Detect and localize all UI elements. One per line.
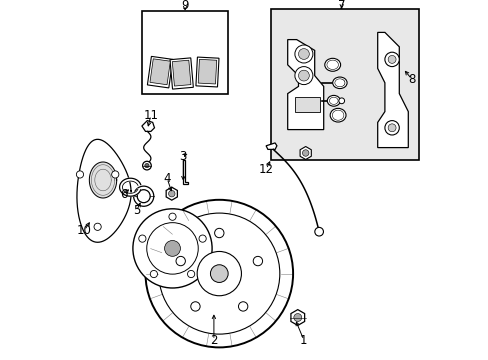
Ellipse shape bbox=[326, 60, 338, 69]
Circle shape bbox=[197, 251, 241, 296]
Circle shape bbox=[94, 223, 101, 230]
Text: 8: 8 bbox=[407, 73, 415, 86]
Polygon shape bbox=[182, 160, 187, 184]
Circle shape bbox=[146, 222, 198, 274]
Circle shape bbox=[199, 235, 206, 242]
Circle shape bbox=[338, 98, 344, 104]
Circle shape bbox=[338, 80, 344, 86]
Polygon shape bbox=[147, 57, 172, 88]
Polygon shape bbox=[377, 32, 407, 148]
Text: 6: 6 bbox=[120, 188, 127, 201]
Circle shape bbox=[190, 302, 200, 311]
Circle shape bbox=[111, 171, 119, 178]
Circle shape bbox=[133, 186, 153, 206]
Polygon shape bbox=[300, 147, 311, 159]
Circle shape bbox=[133, 209, 212, 288]
Text: 4: 4 bbox=[163, 172, 170, 185]
Polygon shape bbox=[172, 60, 190, 86]
Circle shape bbox=[145, 200, 292, 347]
Polygon shape bbox=[170, 58, 193, 89]
Text: 2: 2 bbox=[210, 334, 217, 347]
Polygon shape bbox=[198, 59, 216, 84]
Circle shape bbox=[137, 190, 150, 203]
Polygon shape bbox=[77, 139, 131, 242]
Circle shape bbox=[142, 161, 151, 170]
Circle shape bbox=[302, 150, 308, 156]
Polygon shape bbox=[166, 187, 177, 200]
Circle shape bbox=[294, 67, 312, 85]
Ellipse shape bbox=[324, 58, 340, 71]
Circle shape bbox=[314, 228, 323, 236]
Circle shape bbox=[384, 121, 399, 135]
Text: 7: 7 bbox=[337, 0, 345, 12]
Circle shape bbox=[150, 270, 157, 278]
Polygon shape bbox=[294, 97, 320, 112]
Circle shape bbox=[214, 228, 224, 238]
Polygon shape bbox=[265, 143, 276, 149]
Polygon shape bbox=[196, 57, 219, 87]
Polygon shape bbox=[120, 178, 141, 196]
Circle shape bbox=[159, 213, 279, 334]
Circle shape bbox=[168, 213, 176, 220]
Circle shape bbox=[384, 52, 399, 67]
Circle shape bbox=[387, 55, 395, 63]
Circle shape bbox=[76, 171, 83, 178]
Polygon shape bbox=[290, 310, 304, 325]
Circle shape bbox=[238, 302, 247, 311]
Circle shape bbox=[176, 256, 185, 266]
Ellipse shape bbox=[329, 108, 346, 122]
Text: 10: 10 bbox=[77, 224, 92, 237]
Ellipse shape bbox=[326, 95, 340, 106]
Circle shape bbox=[139, 235, 146, 242]
Circle shape bbox=[144, 163, 149, 168]
Polygon shape bbox=[287, 40, 323, 130]
Circle shape bbox=[253, 256, 262, 266]
Text: 9: 9 bbox=[181, 0, 188, 12]
Bar bbox=[271, 9, 418, 160]
Text: 1: 1 bbox=[300, 334, 307, 347]
Text: 5: 5 bbox=[133, 204, 140, 217]
Text: 12: 12 bbox=[258, 163, 273, 176]
Polygon shape bbox=[89, 162, 117, 198]
Circle shape bbox=[387, 124, 395, 132]
Circle shape bbox=[293, 314, 301, 321]
Polygon shape bbox=[142, 121, 154, 131]
Circle shape bbox=[187, 270, 194, 278]
Circle shape bbox=[168, 190, 175, 197]
Ellipse shape bbox=[332, 110, 343, 120]
Ellipse shape bbox=[332, 77, 346, 89]
Polygon shape bbox=[150, 59, 170, 85]
Text: 11: 11 bbox=[143, 109, 158, 122]
Circle shape bbox=[294, 45, 312, 63]
Circle shape bbox=[298, 70, 309, 81]
Circle shape bbox=[164, 240, 180, 256]
Ellipse shape bbox=[334, 79, 344, 87]
Ellipse shape bbox=[329, 97, 337, 104]
Bar bbox=[142, 11, 228, 94]
Circle shape bbox=[298, 49, 309, 59]
Circle shape bbox=[210, 265, 228, 283]
Text: 3: 3 bbox=[179, 150, 186, 163]
